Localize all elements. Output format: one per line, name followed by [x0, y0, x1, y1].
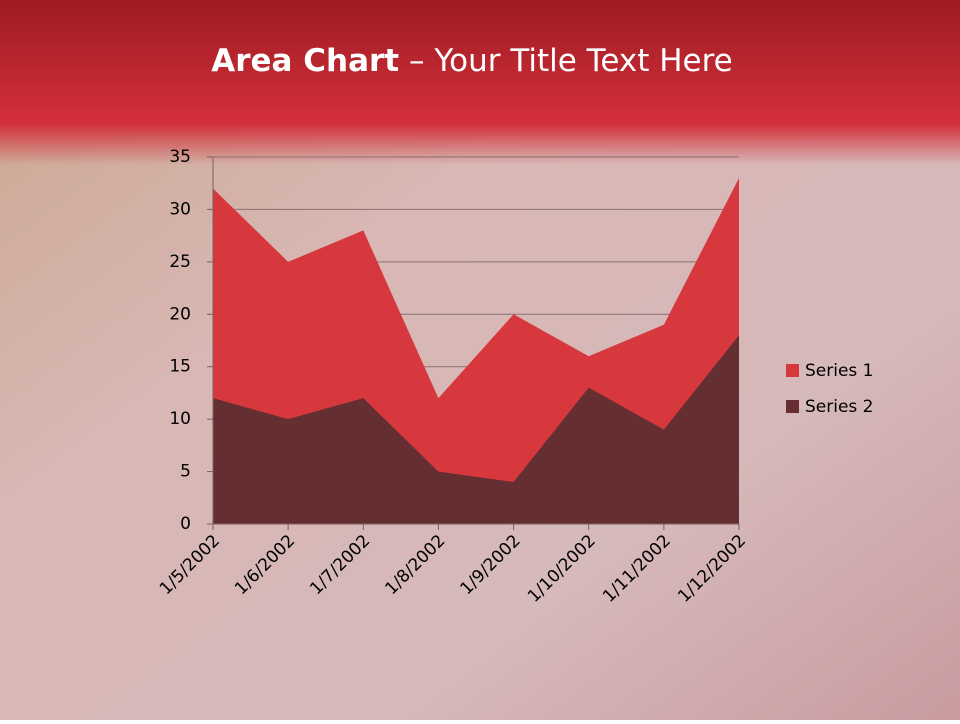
- legend-swatch: [786, 364, 799, 377]
- y-tick-label: 0: [180, 514, 191, 534]
- legend-label: Series 1: [805, 361, 874, 381]
- y-tick-label: 30: [169, 199, 191, 219]
- y-tick-label: 10: [169, 409, 191, 429]
- y-tick-label: 35: [169, 147, 191, 167]
- y-tick-label: 5: [180, 462, 191, 482]
- title-bold: Area Chart: [211, 43, 399, 79]
- legend-label: Series 2: [805, 397, 874, 417]
- title-rest: – Your Title Text Here: [409, 43, 733, 79]
- slide-title: Area Chart – Your Title Text Here: [211, 43, 732, 79]
- y-tick-label: 20: [169, 304, 191, 324]
- y-tick-label: 15: [169, 357, 191, 377]
- legend-swatch: [786, 400, 799, 413]
- title-band: [0, 0, 960, 165]
- area: [213, 335, 739, 524]
- y-tick-label: 25: [169, 252, 191, 272]
